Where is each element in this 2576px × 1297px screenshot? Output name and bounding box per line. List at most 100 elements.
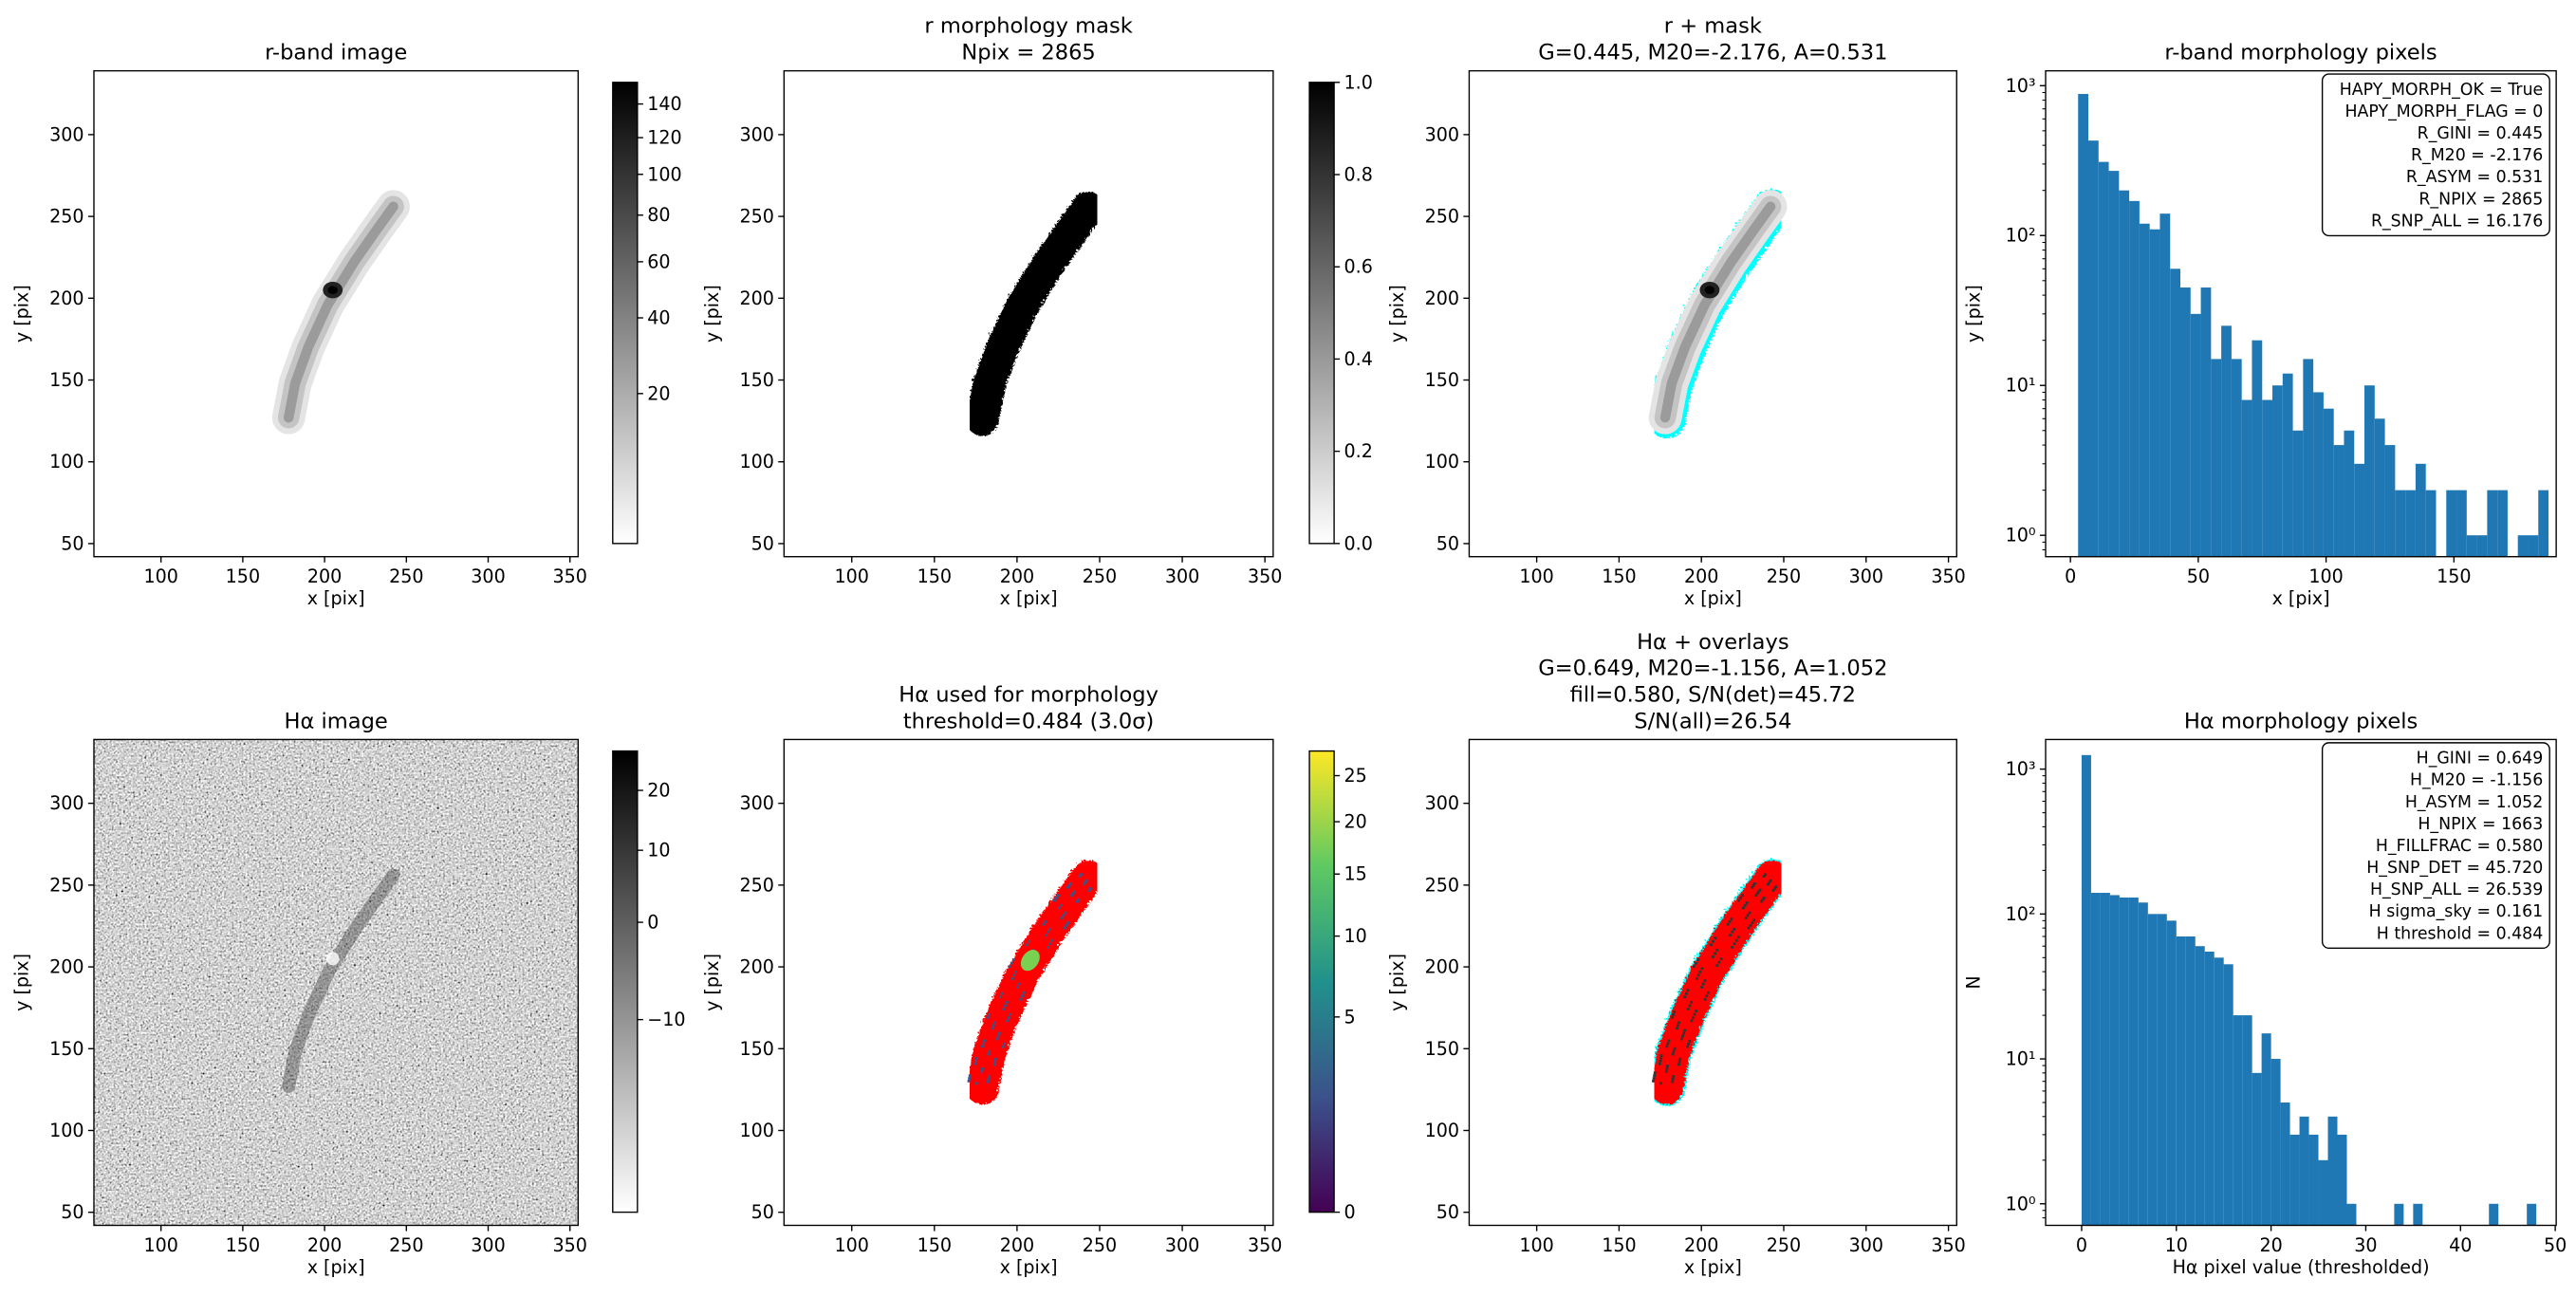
y-tick-label: 10¹	[2006, 375, 2036, 397]
speckle	[1719, 957, 1723, 961]
y-tick-label: 250	[49, 874, 83, 896]
speckle	[1743, 903, 1747, 907]
speckle	[1692, 965, 1696, 969]
speckle	[1768, 880, 1771, 884]
speckle	[1771, 889, 1775, 892]
y-tick-label: 150	[49, 1038, 83, 1060]
speckle	[1047, 930, 1050, 934]
speckle	[1064, 911, 1067, 915]
mask-region	[964, 859, 1103, 1103]
annotation-box	[2321, 742, 2550, 950]
y-tick-label: 300	[49, 792, 83, 814]
speckle	[1677, 1021, 1681, 1025]
speckle	[1683, 1028, 1687, 1032]
speckle	[1730, 917, 1733, 921]
histogram-bar	[2270, 1059, 2281, 1226]
x-tick-label: 150	[226, 565, 260, 587]
y-tick-label: 150	[1425, 369, 1459, 391]
speckle	[1004, 1004, 1007, 1008]
speckle	[991, 1024, 995, 1028]
speckle	[1681, 1034, 1684, 1038]
speckle	[1747, 926, 1751, 930]
speckle	[1006, 1019, 1010, 1023]
speckle	[1769, 879, 1772, 882]
histogram-bar	[2280, 1102, 2290, 1226]
x-tick-label: 300	[471, 1234, 505, 1256]
y-tick-label: 10⁰	[2006, 1193, 2036, 1214]
chart-title: S/N(all)=26.54	[1634, 709, 1791, 733]
annotation-line: H threshold = 0.484	[2377, 924, 2543, 943]
speckle	[1014, 970, 1017, 973]
y-tick-label: 200	[49, 956, 83, 978]
mask-region	[964, 190, 1103, 435]
y-tick-label: 50	[61, 532, 83, 554]
histogram-bar	[2100, 893, 2110, 1226]
speckle	[996, 1034, 1000, 1038]
histogram-bar	[2384, 445, 2396, 557]
chart-title: G=0.649, M20=-1.156, A=1.052	[1538, 657, 1887, 681]
histogram-bar	[2308, 1134, 2319, 1226]
speckle	[1001, 1045, 1005, 1048]
colorbar-tick-label: 40	[647, 306, 670, 328]
x-tick-label: 100	[143, 1234, 177, 1256]
x-tick-label: 50	[2544, 1234, 2567, 1256]
speckle	[1733, 942, 1736, 946]
speckle	[1677, 1024, 1679, 1028]
axes-frame	[783, 738, 1274, 1227]
histogram-bar	[2262, 399, 2273, 557]
x-tick-label: 150	[2437, 565, 2471, 587]
histogram-bar	[2374, 418, 2385, 557]
y-axis-label: y [pix]	[11, 285, 33, 343]
speckle	[1672, 1075, 1676, 1078]
plot-area	[1469, 739, 1957, 1226]
speckle	[1022, 991, 1026, 994]
speckle	[1042, 922, 1046, 926]
speckle	[995, 1037, 999, 1041]
y-tick-label: 10²	[2006, 903, 2036, 925]
speckle	[1005, 1000, 1009, 1004]
speckle	[1012, 973, 1016, 977]
speckle	[1751, 885, 1754, 889]
speckle	[1080, 873, 1083, 877]
histogram-bar	[2318, 1159, 2328, 1226]
colorbar-tick-label: 20	[1344, 811, 1367, 833]
x-axis-label: x [pix]	[1000, 587, 1058, 609]
x-tick-label: 250	[1083, 1234, 1117, 1256]
colorbar-tick-label: −10	[647, 1009, 685, 1030]
speckle	[1752, 918, 1756, 922]
histogram-bar	[2185, 936, 2196, 1226]
speckle	[988, 1049, 991, 1053]
histogram-bar	[2466, 535, 2477, 557]
y-tick-label: 250	[739, 874, 773, 896]
x-tick-label: 300	[1849, 565, 1883, 587]
histogram-bar	[2394, 1203, 2404, 1226]
y-tick-label: 300	[1425, 123, 1459, 145]
histogram-bar	[2200, 287, 2212, 557]
x-tick-label: 200	[307, 565, 342, 587]
speckle	[1751, 921, 1754, 925]
speckle	[1692, 1016, 1695, 1020]
x-tick-label: 100	[1519, 1234, 1553, 1256]
speckle	[1673, 1010, 1677, 1013]
x-tick-label: 0	[2076, 1234, 2087, 1256]
histogram-bar	[2303, 359, 2314, 557]
x-tick-label: 100	[2308, 565, 2343, 587]
speckle	[1757, 890, 1761, 894]
annotation-line: HAPY_MORPH_OK = True	[2340, 81, 2544, 100]
y-tick-label: 50	[61, 1201, 83, 1223]
y-tick-label: 10⁰	[2006, 525, 2036, 547]
speckle	[1755, 892, 1759, 896]
colorbar-tick-label: 0.6	[1344, 256, 1373, 278]
speckle	[1746, 914, 1750, 917]
histogram-bar	[2204, 951, 2215, 1226]
speckle	[1084, 879, 1088, 882]
histogram-bar	[2119, 190, 2130, 557]
annotation-line: R_ASYM = 0.531	[2406, 168, 2543, 187]
panel: 100 150 200 250 300 350 50 100 150 200 250 300 x [pi…	[701, 14, 1373, 609]
histogram-bar	[2272, 385, 2283, 557]
x-tick-label: 0	[2065, 565, 2076, 587]
halpha-core	[325, 952, 340, 966]
speckle	[1688, 1039, 1692, 1043]
speckle	[1048, 927, 1051, 931]
colorbar-tick-label: 0	[1344, 1201, 1356, 1223]
